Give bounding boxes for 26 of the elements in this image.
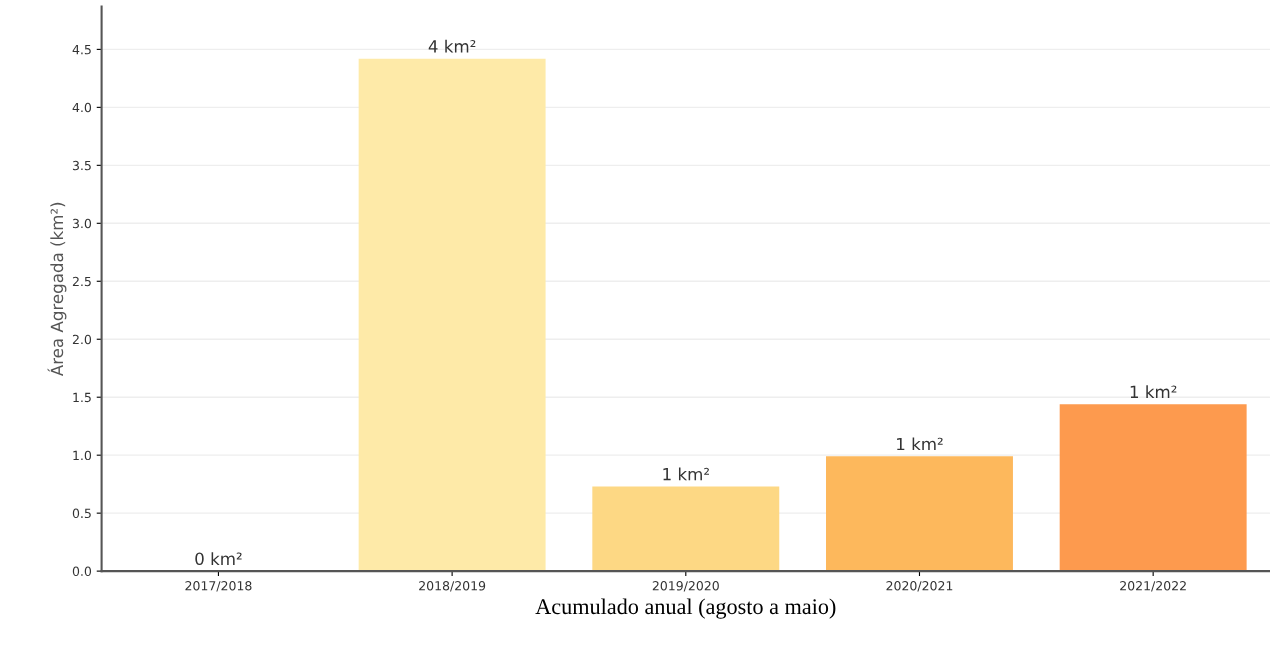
y-tick-label: 4.0 [72, 102, 92, 113]
y-tick-label: 4.5 [72, 45, 91, 55]
y-tick-label: 0.5 [72, 508, 91, 519]
data-label: 4 km² [428, 39, 476, 53]
y-axis-title: Área Agregada (km²) [47, 202, 67, 377]
data-label: 0 km² [195, 552, 242, 566]
bar [358, 58, 546, 572]
data-label: 1 km² [1130, 385, 1177, 398]
x-tick-label: 2017/2018 [185, 581, 252, 592]
y-tick-label: 1.0 [73, 450, 92, 461]
data-label: 1 km² [663, 467, 709, 481]
y-tick-label: 3.0 [72, 218, 92, 229]
data-label: 1 km² [897, 437, 943, 451]
x-tick-label: 2021/2022 [1120, 581, 1186, 592]
bar [1059, 404, 1247, 572]
bar [826, 456, 1013, 572]
y-tick-label: 3.5 [72, 160, 91, 171]
y-tick-label: 2.5 [72, 276, 91, 287]
x-tick-label: 2018/2019 [419, 581, 486, 592]
x-axis-title: Acumulado anual (agosto a maio) [535, 598, 836, 619]
y-tick-label: 0.0 [72, 566, 92, 577]
x-tick-label: 2019/2020 [652, 581, 719, 592]
bar [592, 486, 780, 572]
x-tick-label: 2020/2021 [886, 581, 953, 592]
y-tick-label: 1.5 [73, 392, 91, 403]
y-tick-label: 2.0 [72, 334, 92, 345]
